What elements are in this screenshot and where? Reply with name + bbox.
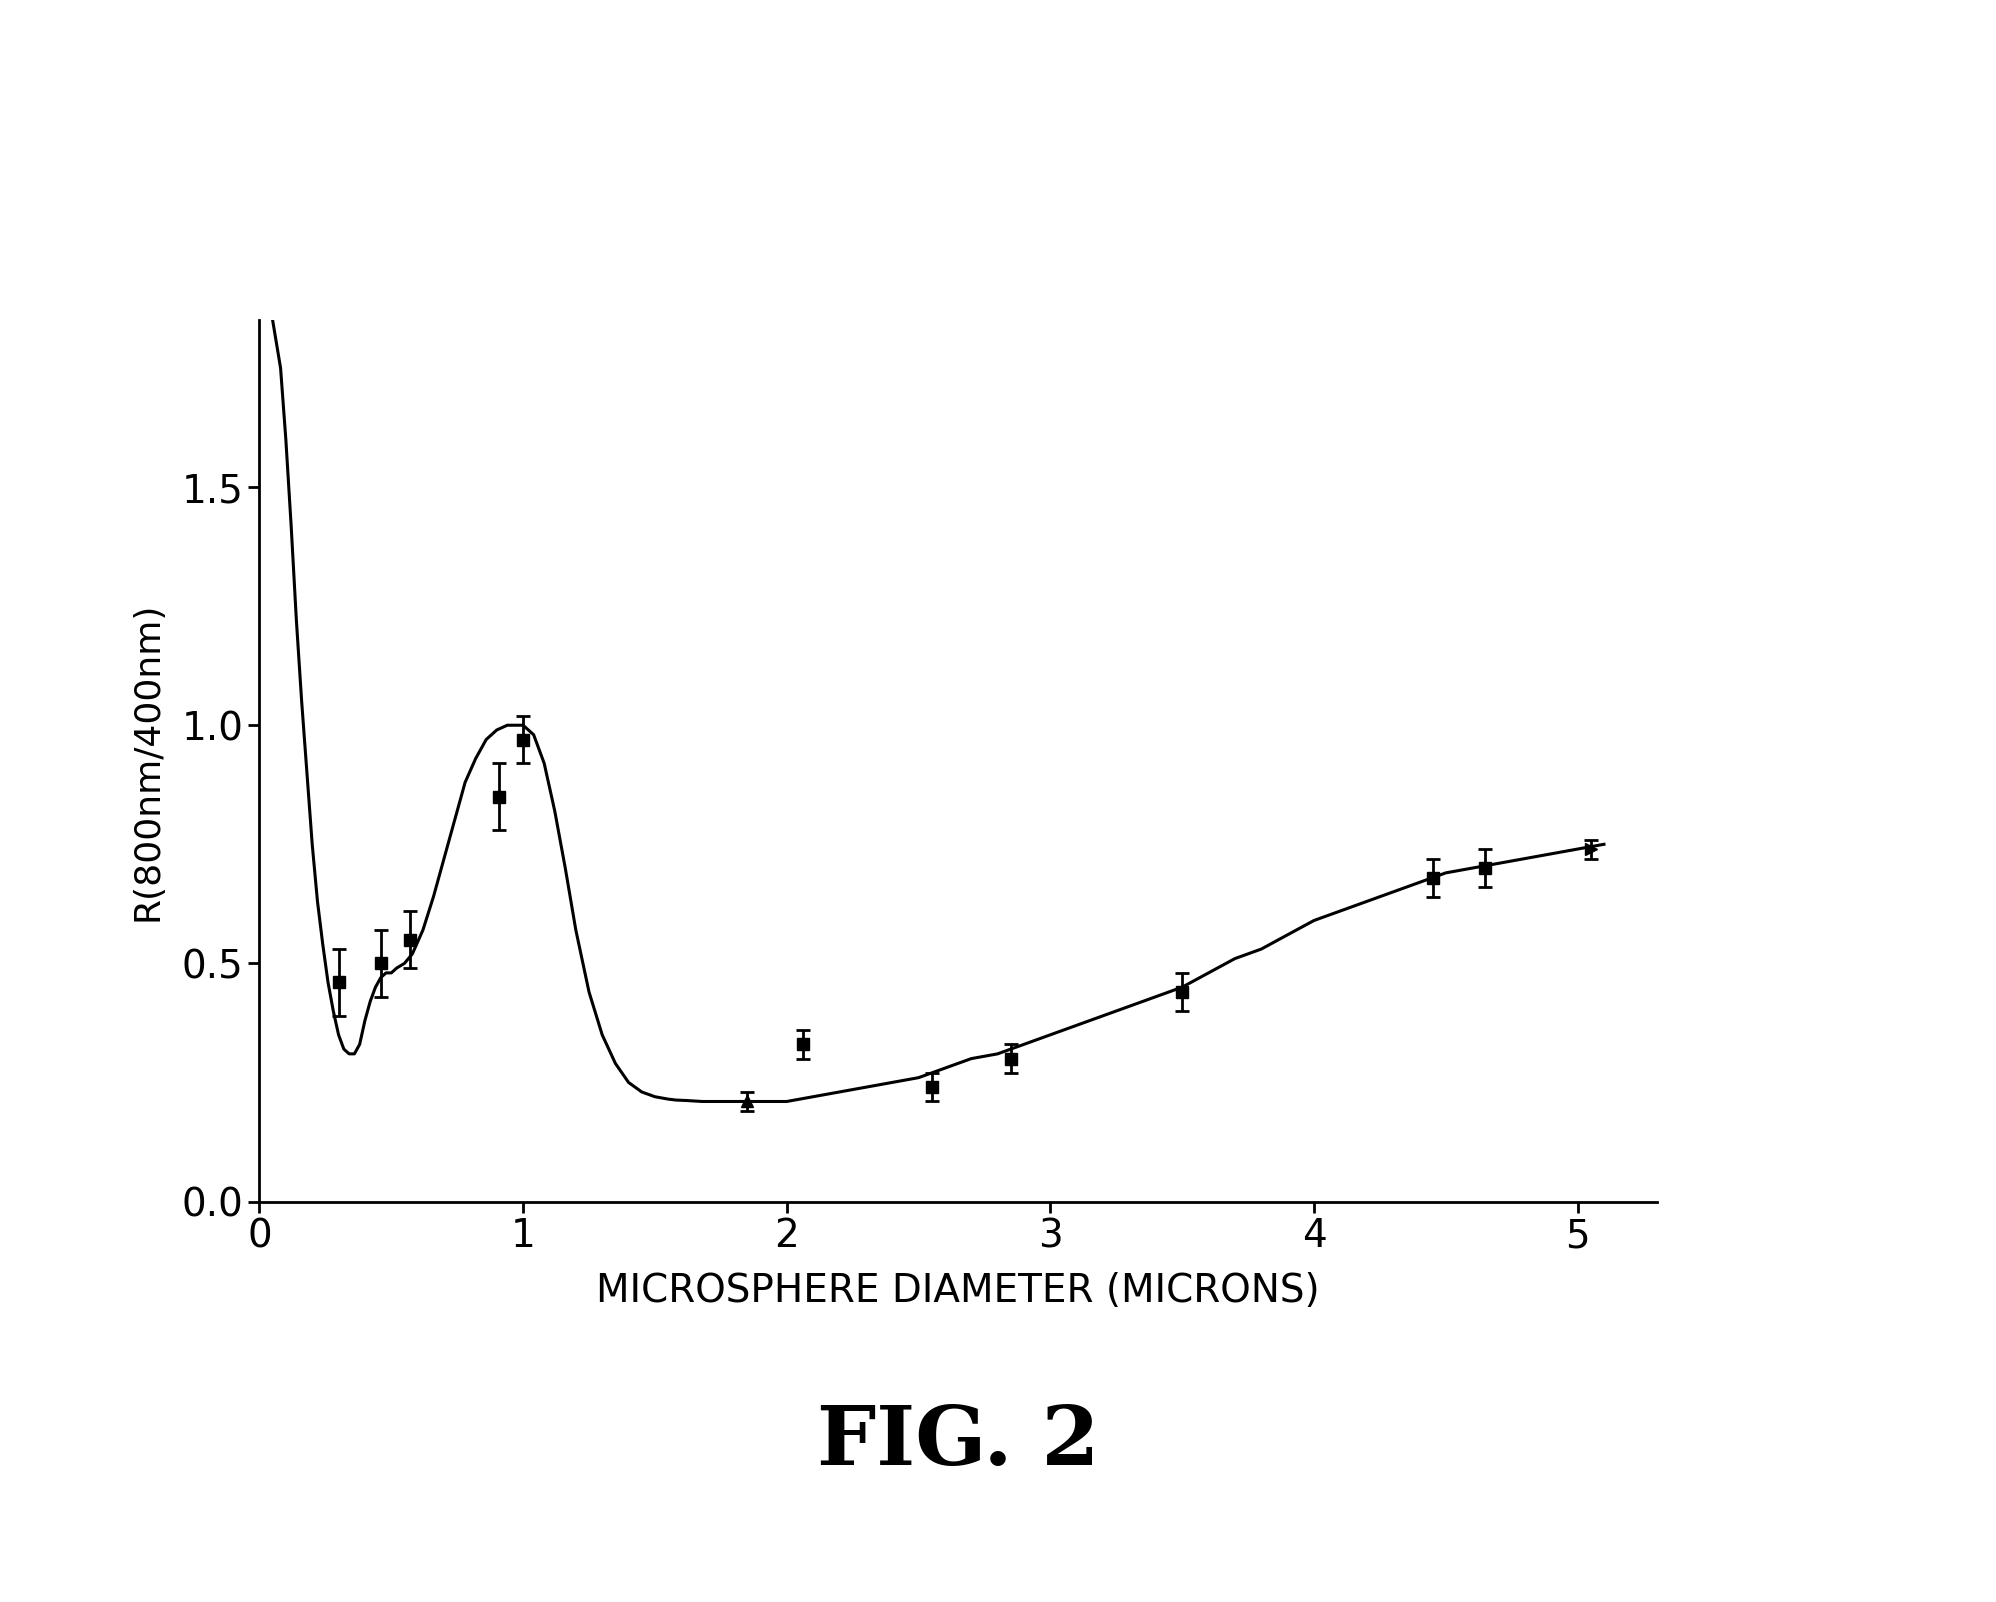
X-axis label: MICROSPHERE DIAMETER (MICRONS): MICROSPHERE DIAMETER (MICRONS) <box>597 1272 1319 1310</box>
Text: FIG. 2: FIG. 2 <box>816 1402 1100 1482</box>
Y-axis label: R(800nm/400nm): R(800nm/400nm) <box>132 601 166 921</box>
